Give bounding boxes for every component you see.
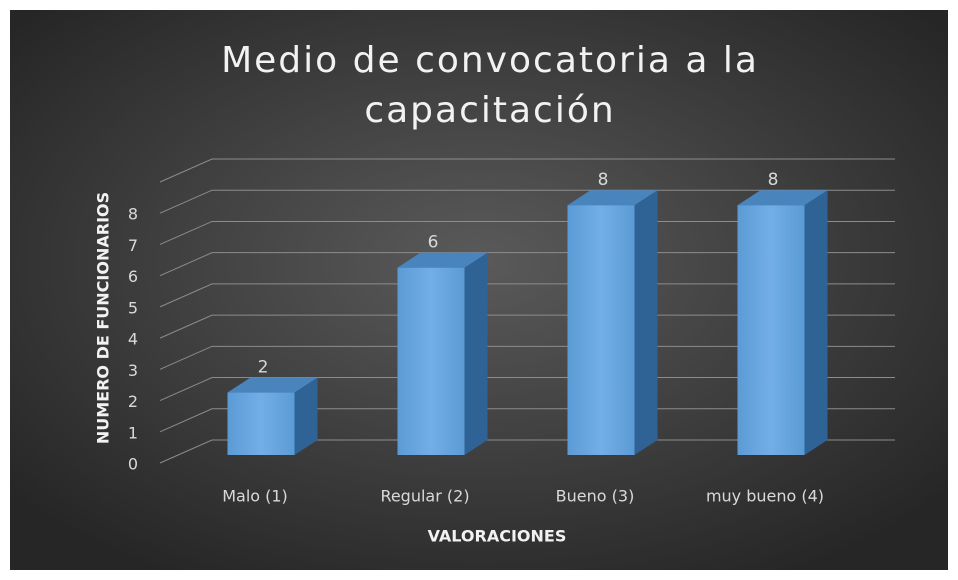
- value-label: 2: [258, 358, 269, 378]
- bar: [567, 205, 635, 455]
- x-tick-label: muy bueno (4): [706, 487, 824, 506]
- bar-top: [227, 377, 318, 393]
- chart-title: Medio de convocatoria a la: [221, 40, 759, 81]
- value-label: 6: [428, 233, 439, 253]
- grid-line: [159, 252, 895, 277]
- grid-line: [159, 314, 895, 339]
- grid-line: [159, 408, 895, 433]
- y-tick-label: 4: [128, 330, 138, 349]
- bar-side: [634, 190, 658, 455]
- bar-side: [804, 190, 828, 455]
- y-tick-label: 7: [128, 236, 138, 255]
- bar-side: [294, 377, 318, 455]
- grid-line: [159, 377, 895, 402]
- chart-title: capacitación: [364, 90, 615, 131]
- grid-line: [159, 189, 895, 214]
- y-tick-label: 1: [128, 423, 138, 442]
- y-tick-label: 8: [128, 205, 138, 224]
- bar: [737, 205, 805, 455]
- y-axis-title: NUMERO DE FUNCIONARIOS: [94, 192, 113, 444]
- grid-line: [159, 439, 895, 464]
- value-label: 8: [768, 170, 779, 190]
- x-tick-label: Regular (2): [380, 487, 469, 506]
- grid-line: [159, 283, 895, 308]
- wall-edge: [159, 158, 895, 183]
- x-tick-label: Bueno (3): [556, 487, 635, 506]
- x-axis-title: VALORACIONES: [428, 527, 567, 546]
- bar-side: [464, 252, 488, 455]
- y-tick-label: 0: [128, 455, 138, 474]
- bar: [397, 267, 465, 455]
- bar-top: [567, 190, 658, 206]
- grid-line: [159, 220, 895, 245]
- y-tick-label: 2: [128, 392, 138, 411]
- y-tick-label: 3: [128, 361, 138, 380]
- value-label: 8: [598, 170, 609, 190]
- grid-line: [159, 345, 895, 370]
- bar-top: [737, 190, 828, 206]
- y-tick-label: 5: [128, 298, 138, 317]
- x-tick-label: Malo (1): [222, 487, 288, 506]
- bar-top: [397, 252, 488, 268]
- y-tick-label: 6: [128, 267, 138, 286]
- bar: [227, 392, 295, 455]
